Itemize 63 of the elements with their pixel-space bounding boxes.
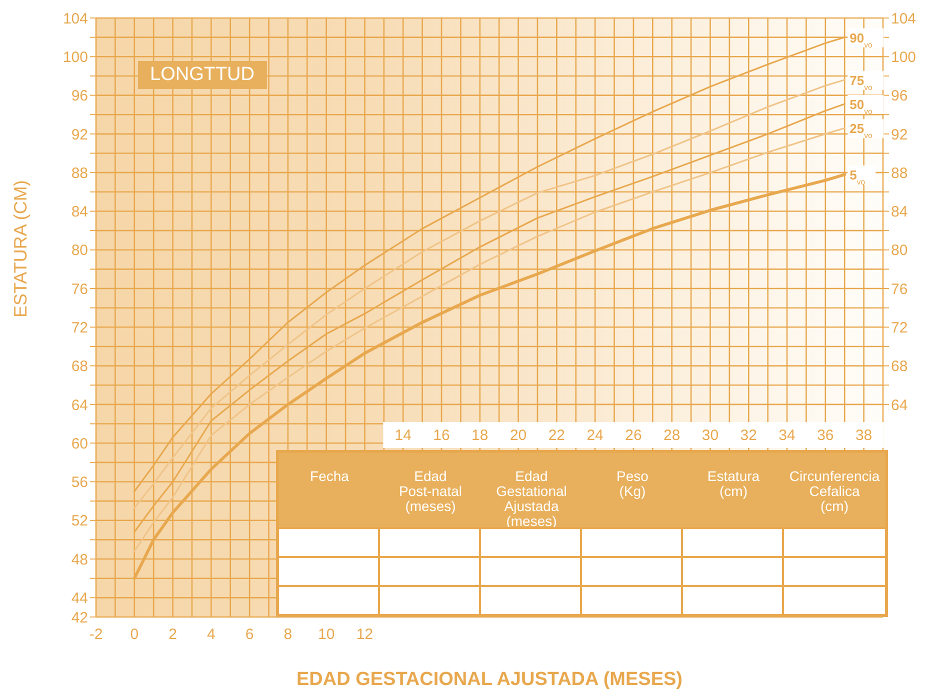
y-tick-label: 60 xyxy=(71,435,88,452)
y2-tick-label: 84 xyxy=(891,204,908,221)
y-tick-label: 100 xyxy=(62,48,88,66)
x2-tick-label: 22 xyxy=(548,427,566,444)
y-tick-label: 44 xyxy=(71,590,88,607)
y2-tick-label: 72 xyxy=(891,319,908,336)
x-tick-label: 12 xyxy=(356,626,374,643)
x2-tick-label: 34 xyxy=(778,427,796,444)
y-tick-label: 96 xyxy=(71,88,88,105)
y2-tick-label: 88 xyxy=(891,164,908,182)
x-tick-label: 6 xyxy=(245,626,254,643)
annotation: Estatura (cm) xyxy=(683,453,784,527)
y-tick-label: 76 xyxy=(71,280,88,298)
y-tick-label: 56 xyxy=(71,474,88,492)
y2-tick-label: 64 xyxy=(891,396,908,414)
text: LONGTTUD xyxy=(138,61,266,89)
y2-tick-label: 92 xyxy=(891,126,908,144)
x2-tick-label: 18 xyxy=(472,427,488,444)
x-tick-label: 4 xyxy=(207,626,216,643)
series-label: 5$_{vo}$ xyxy=(850,168,866,186)
x2-tick-label: 14 xyxy=(394,427,412,444)
series-label: 25$_{vo}$ xyxy=(850,121,873,140)
y2-tick-label: 80 xyxy=(891,242,908,260)
x2-tick-label: 38 xyxy=(855,427,872,444)
x2-tick-label: 20 xyxy=(510,427,527,444)
x-axis-title: EDAD GESTACIONAL AJUSTADA (MESES) xyxy=(296,669,683,690)
x-tick-label: 8 xyxy=(284,626,292,643)
y-tick-label: 104 xyxy=(62,10,88,28)
y-tick-label: 88 xyxy=(71,164,88,182)
x-tick-label: 2 xyxy=(168,626,177,643)
y-tick-label: 68 xyxy=(71,358,88,376)
annotation: Edad Gestational Ajustada (meses) xyxy=(481,453,582,529)
annotation: Edad Post-natal (meses) xyxy=(380,453,481,527)
x2-tick-label: 30 xyxy=(702,427,719,444)
x2-tick-label: 16 xyxy=(433,427,450,444)
x-tick-label: -2 xyxy=(89,626,103,643)
x-tick-label: 0 xyxy=(130,626,139,643)
series-label: 75$_{vo}$ xyxy=(850,72,873,92)
y-axis-title: ESTATURA (CM) xyxy=(10,180,30,318)
y2-tick-label: 96 xyxy=(891,88,908,105)
y-tick-label: 52 xyxy=(71,512,88,530)
x-tick-label: 10 xyxy=(318,626,335,643)
y2-tick-label: 104 xyxy=(891,10,916,28)
annotation: Circunferencia Cefalica (cm) xyxy=(784,453,885,527)
series-label: 90$_{vo}$ xyxy=(850,30,873,49)
x2-tick-label: 26 xyxy=(625,427,642,444)
y2-tick-label: 76 xyxy=(891,280,908,298)
series-label: 50$_{vo}$ xyxy=(850,96,873,116)
y-tick-label: 64 xyxy=(71,396,88,414)
y2-tick-label: 68 xyxy=(891,358,908,376)
y-tick-label: 92 xyxy=(71,126,88,144)
x2-tick-label: 28 xyxy=(664,427,680,444)
y-tick-label: 80 xyxy=(71,242,88,260)
y-tick-label: 42 xyxy=(71,609,88,626)
y-tick-label: 48 xyxy=(71,551,88,568)
y-tick-label: 84 xyxy=(71,204,88,221)
annotation: Peso (Kg) xyxy=(582,453,683,527)
x2-tick-label: 24 xyxy=(586,427,604,444)
annotation: Fecha xyxy=(279,453,380,527)
y2-tick-label: 100 xyxy=(891,48,916,66)
y-tick-label: 72 xyxy=(71,319,88,336)
x2-tick-label: 32 xyxy=(740,427,757,444)
x2-tick-label: 36 xyxy=(817,427,834,444)
